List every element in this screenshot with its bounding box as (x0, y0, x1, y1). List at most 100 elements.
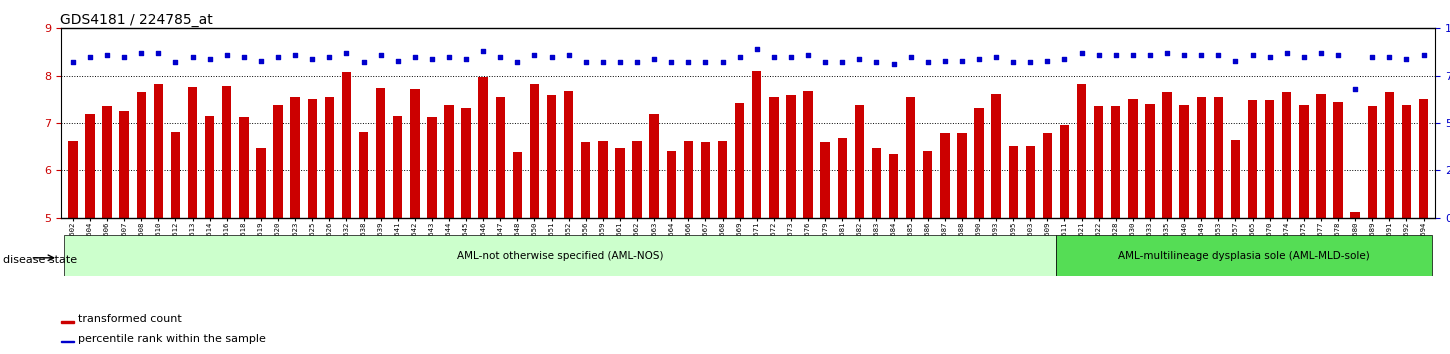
Point (796, 52, 819, 58)
Bar (171, 132, 180, 218)
Bar (1146, 104, 1154, 218)
Point (199, 56, 222, 62)
Bar (103, 107, 112, 218)
Point (352, 59, 376, 65)
Bar (444, 105, 454, 218)
Bar (889, 154, 898, 218)
Bar (119, 111, 129, 218)
Point (78, 54, 102, 59)
Point (1206, 52, 1230, 58)
Bar (547, 95, 557, 218)
Point (300, 56, 323, 62)
Bar (581, 142, 590, 218)
Point (557, 52, 580, 58)
Point (1224, 58, 1247, 63)
Bar (410, 89, 419, 218)
Point (695, 59, 718, 65)
Bar (1317, 94, 1325, 218)
Bar (376, 87, 386, 218)
Bar (1402, 105, 1411, 218)
Point (813, 59, 837, 65)
Point (523, 52, 547, 58)
Bar (1264, 100, 1275, 218)
Bar (667, 152, 676, 218)
Point (660, 59, 683, 65)
Bar (204, 116, 215, 218)
Point (848, 56, 871, 62)
Bar (358, 132, 368, 218)
Bar (957, 133, 967, 218)
Point (1138, 52, 1161, 58)
Point (1105, 52, 1128, 58)
Bar (1077, 84, 1086, 218)
Point (129, 50, 152, 56)
Bar (700, 142, 710, 218)
Point (728, 54, 751, 59)
Bar (1420, 99, 1428, 218)
Bar (513, 152, 522, 218)
Bar (461, 108, 471, 218)
Bar (1163, 92, 1172, 218)
Point (438, 54, 461, 59)
Point (1088, 52, 1111, 58)
Bar (992, 94, 1000, 218)
Point (403, 54, 426, 59)
Point (454, 56, 477, 62)
Point (164, 59, 187, 65)
Bar (428, 117, 436, 218)
Bar (1385, 92, 1393, 218)
Point (1156, 50, 1179, 56)
Point (539, 54, 563, 59)
Point (1173, 52, 1196, 58)
Point (284, 52, 307, 58)
Bar (136, 92, 146, 218)
Bar (342, 72, 351, 218)
Bar (1214, 97, 1222, 218)
Text: AML-multilineage dysplasia sole (AML-MLD-sole): AML-multilineage dysplasia sole (AML-MLD… (1118, 251, 1370, 261)
Point (763, 54, 786, 59)
Bar (1196, 97, 1206, 218)
Bar (1179, 105, 1189, 218)
Bar (188, 87, 197, 218)
Bar (854, 105, 864, 218)
Point (625, 59, 648, 65)
Point (215, 52, 238, 58)
Point (1378, 54, 1401, 59)
Point (985, 54, 1008, 59)
Bar (1231, 139, 1240, 218)
Point (831, 59, 854, 65)
Point (96, 52, 119, 58)
Point (1002, 59, 1025, 65)
Point (1070, 50, 1093, 56)
Point (506, 59, 529, 65)
Point (1019, 59, 1043, 65)
Point (420, 56, 444, 62)
Bar (1282, 92, 1292, 218)
Bar (650, 114, 658, 218)
Bar (154, 84, 162, 218)
Bar (222, 86, 232, 218)
Bar (274, 105, 283, 218)
Bar (632, 141, 642, 218)
Point (642, 56, 666, 62)
Point (1292, 54, 1315, 59)
Point (1412, 52, 1436, 58)
Bar (1334, 102, 1343, 218)
Point (1327, 52, 1350, 58)
Point (609, 59, 632, 65)
Point (318, 54, 341, 59)
Text: GDS4181 / 224785_at: GDS4181 / 224785_at (59, 13, 212, 27)
Bar (1025, 146, 1035, 218)
Point (61, 59, 84, 65)
Bar (496, 97, 505, 218)
Point (899, 54, 922, 59)
Bar (1367, 107, 1378, 218)
Bar (974, 108, 983, 218)
Point (1121, 52, 1144, 58)
Text: disease state: disease state (3, 255, 77, 265)
Point (232, 54, 255, 59)
Bar (290, 97, 300, 218)
Bar (803, 91, 813, 218)
Bar (325, 97, 334, 218)
Point (1275, 50, 1298, 56)
